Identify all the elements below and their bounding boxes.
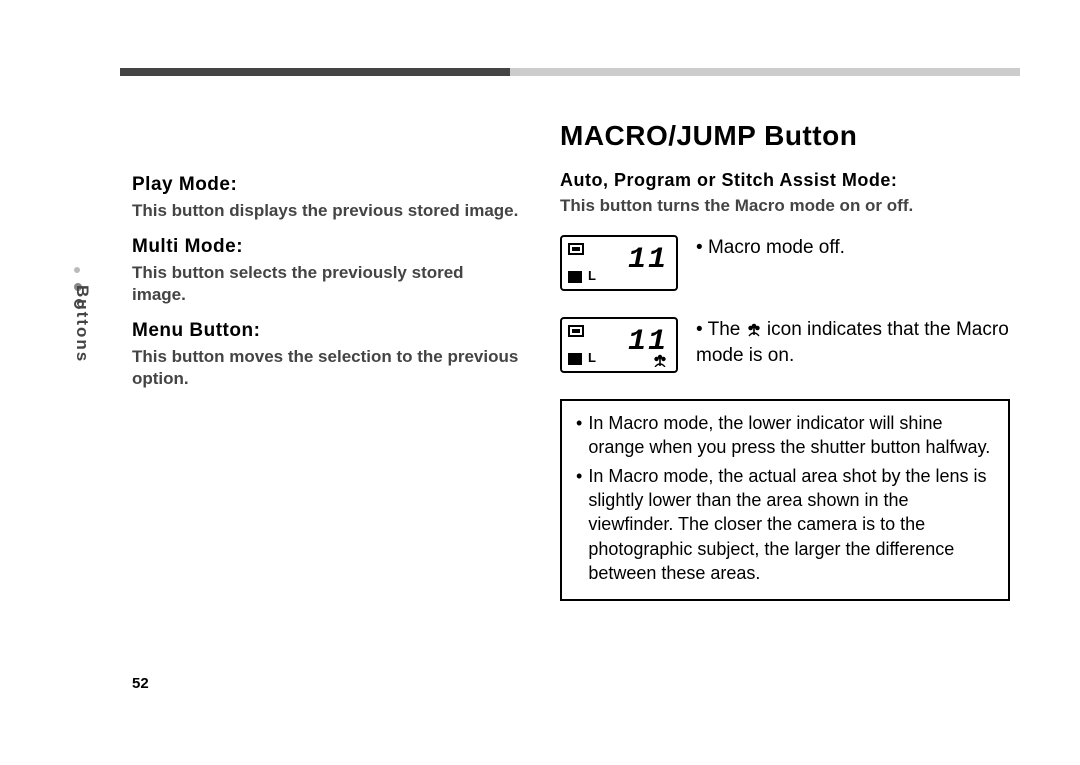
play-mode-desc: This button displays the previous stored… <box>132 200 522 222</box>
bullet-icon: • <box>576 464 582 585</box>
info-item-2: In Macro mode, the actual area shot by t… <box>588 464 994 585</box>
lcd-battery-icon <box>568 353 582 365</box>
tulip-icon <box>746 321 762 337</box>
lcd-row-off: L 11 • Macro mode off. <box>560 235 1010 291</box>
auto-mode-desc: This button turns the Macro mode on or o… <box>560 195 1010 217</box>
menu-button-desc: This button moves the selection to the p… <box>132 346 522 390</box>
manual-page: Buttons Play Mode: This button displays … <box>60 60 1020 700</box>
menu-button-heading: Menu Button: <box>132 320 522 342</box>
top-rule-dark <box>120 68 510 76</box>
side-dots-icon <box>74 260 96 270</box>
left-column: Play Mode: This button displays the prev… <box>132 170 522 404</box>
page-number: 52 <box>132 675 149 692</box>
lcd-card-icon <box>568 325 584 337</box>
multi-mode-heading: Multi Mode: <box>132 236 522 258</box>
lcd-display-on: L 11 <box>560 317 678 373</box>
macro-on-pre: The <box>708 319 746 340</box>
lcd-battery-icon <box>568 271 582 283</box>
macro-off-label: Macro mode off. <box>708 237 845 258</box>
right-column: MACRO/JUMP Button Auto, Program or Stitc… <box>560 120 1010 601</box>
macro-off-text: • Macro mode off. <box>696 235 1010 261</box>
info-item-1: In Macro mode, the lower indicator will … <box>588 411 994 460</box>
lcd-digits: 11 <box>628 243 668 277</box>
auto-mode-heading: Auto, Program or Stitch Assist Mode: <box>560 170 1010 191</box>
lcd-card-icon <box>568 243 584 255</box>
bullet-icon: • <box>576 411 582 460</box>
info-box: •In Macro mode, the lower indicator will… <box>560 399 1010 601</box>
lcd-size-label: L <box>588 268 596 283</box>
section-title: MACRO/JUMP Button <box>560 120 1010 152</box>
lcd-display-off: L 11 <box>560 235 678 291</box>
side-tab-label: Buttons <box>72 285 92 363</box>
macro-on-text: • The icon indicates that the Macro mode… <box>696 317 1010 368</box>
multi-mode-desc: This button selects the previously store… <box>132 262 522 306</box>
lcd-row-on: L 11 • The <box>560 317 1010 373</box>
lcd-size-label: L <box>588 350 596 365</box>
macro-flower-icon <box>652 351 668 367</box>
play-mode-heading: Play Mode: <box>132 174 522 196</box>
